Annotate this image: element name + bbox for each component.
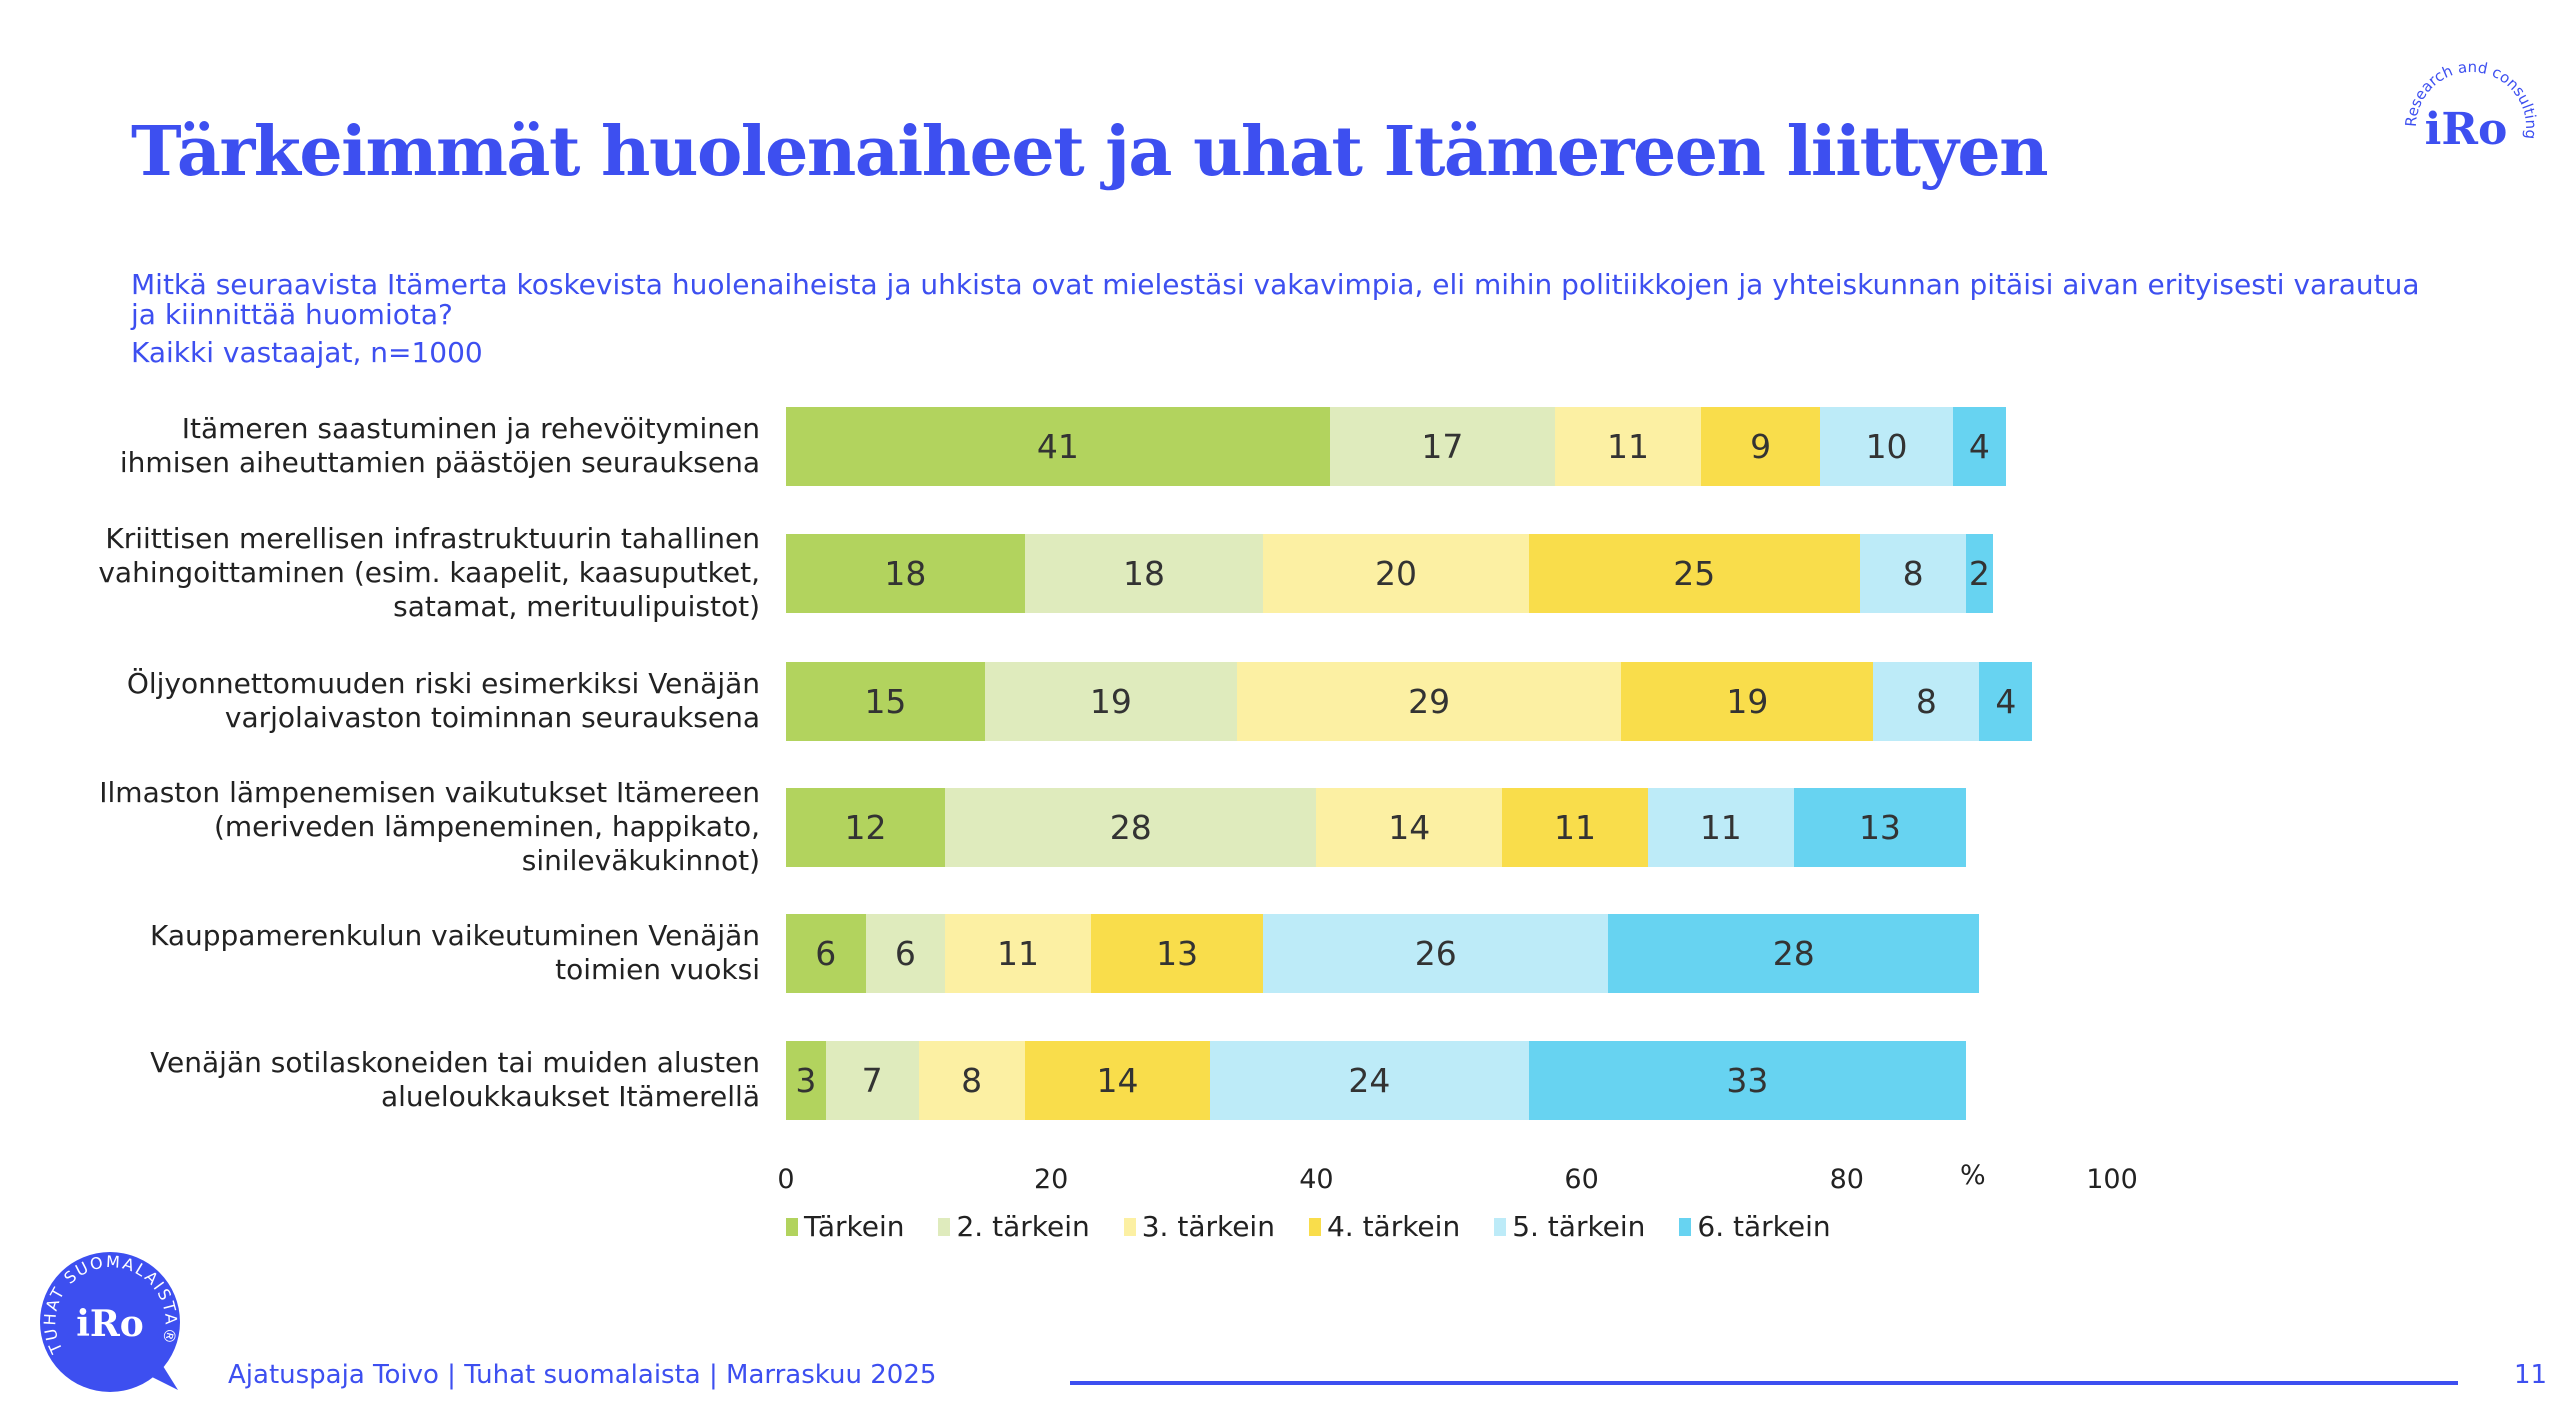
- category-label: Kriittisen merellisen infrastruktuurin t…: [98, 522, 760, 623]
- category-label: Ilmaston lämpenemisen vaikutukset Itämer…: [99, 776, 760, 877]
- bar-segment: 33: [1528, 1041, 1967, 1120]
- bar-segment: 12: [786, 788, 946, 867]
- x-tick-label: 20: [1034, 1164, 1069, 1195]
- legend-swatch: [786, 1217, 798, 1236]
- legend-swatch: [1308, 1217, 1321, 1236]
- x-unit-label: %: [1959, 1160, 1986, 1191]
- bar-segment: 28: [945, 788, 1317, 867]
- bar-segment: 18: [1024, 534, 1264, 613]
- bar-segment: 26: [1263, 914, 1609, 993]
- legend-swatch: [1123, 1217, 1136, 1236]
- iro-logo-icon: Research and consulting iRo: [2402, 58, 2540, 155]
- legend-swatch: [1494, 1217, 1507, 1236]
- bar-segment: 19: [984, 662, 1237, 741]
- legend-label: 3. tärkein: [1141, 1210, 1275, 1243]
- x-tick-label: 100: [2086, 1164, 2138, 1195]
- badge-brand: iRo: [76, 1303, 144, 1345]
- bar-segment: 29: [1236, 662, 1622, 741]
- bar-segment: 28: [1608, 914, 1980, 993]
- x-tick-label: 60: [1564, 1164, 1599, 1195]
- footer-source: Ajatuspaja Toivo | Tuhat suomalaista | M…: [228, 1360, 937, 1390]
- bar-segment: 15: [786, 662, 985, 741]
- bar-segment: 8: [1860, 534, 1967, 613]
- bar-segment: 2: [1966, 534, 1993, 613]
- category-label: Itämeren saastuminen ja rehevöityminen i…: [119, 412, 760, 479]
- respondent-base: Kaikki vastaajat, n=1000: [131, 336, 483, 369]
- x-tick-label: 80: [1829, 1164, 1864, 1195]
- bar-segment: 6: [786, 914, 866, 993]
- bar-segment: 3: [786, 1041, 826, 1120]
- bar-segment: 11: [1647, 788, 1794, 867]
- legend-item: Tärkein: [786, 1210, 904, 1243]
- chart-legend: Tärkein 2. tärkein 3. tärkein 4. tärkein 5. …: [786, 1210, 1831, 1243]
- legend-label: Tärkein: [804, 1210, 905, 1243]
- survey-question: Mitkä seuraavista Itämerta koskevista hu…: [131, 268, 2420, 331]
- bar-segment: 11: [1502, 788, 1648, 867]
- category-label: Venäjän sotilaskoneiden tai muiden alust…: [150, 1046, 760, 1113]
- legend-item: 5. tärkein: [1494, 1210, 1645, 1243]
- bar-segment: 4: [1979, 662, 2033, 741]
- legend-label: 2. tärkein: [956, 1210, 1090, 1243]
- legend-item: 3. tärkein: [1123, 1210, 1275, 1243]
- bar-segment: 20: [1263, 534, 1529, 613]
- bar-segment: 13: [1090, 914, 1264, 993]
- page-number: 11: [2514, 1360, 2548, 1390]
- bar-segment: 8: [918, 1041, 1025, 1120]
- category-label: Kauppamerenkulun vaikeutuminen Venäjän t…: [149, 919, 760, 986]
- x-tick-label: 40: [1299, 1164, 1334, 1195]
- category-label: Öljyonnettomuuden riski esimerkiksi Venä…: [126, 667, 760, 734]
- bar-segment: 19: [1621, 662, 1874, 741]
- legend-item: 2. tärkein: [938, 1210, 1090, 1243]
- legend-label: 6. tärkein: [1697, 1210, 1831, 1243]
- bar-segment: 6: [865, 914, 946, 993]
- legend-item: 6. tärkein: [1679, 1210, 1831, 1243]
- logo-brand: iRo: [2425, 104, 2508, 155]
- bar-segment: 13: [1793, 788, 1967, 867]
- bar-segment: 7: [825, 1041, 919, 1120]
- bar-segment: 24: [1210, 1041, 1529, 1120]
- legend-label: 5. tärkein: [1512, 1210, 1646, 1243]
- bar-segment: 17: [1329, 407, 1556, 486]
- page-title: Tärkeimmät huolenaiheet ja uhat Itämeree…: [131, 112, 2049, 192]
- legend-label: 4. tärkein: [1326, 1210, 1461, 1243]
- bar-segment: 11: [945, 914, 1091, 993]
- bar-segment: 41: [786, 407, 1330, 486]
- bar-segment: 14: [1316, 788, 1503, 867]
- bar-segment: 18: [786, 534, 1025, 613]
- bar-segment: 14: [1024, 1041, 1211, 1120]
- legend-item: 4. tärkein: [1308, 1210, 1461, 1243]
- legend-swatch: [1679, 1217, 1692, 1236]
- bar-segment: 10: [1820, 407, 1953, 486]
- bar-segment: 25: [1528, 534, 1861, 613]
- tuhat-suomalaista-badge-icon: TUHAT SUOMALAISTA® iRo: [40, 1252, 180, 1392]
- bar-segment: 8: [1873, 662, 1980, 741]
- bar-segment: 11: [1555, 407, 1701, 486]
- x-tick-label: 0: [777, 1164, 795, 1195]
- bar-segment: 9: [1700, 407, 1821, 486]
- bar-segment: 4: [1952, 407, 2006, 486]
- legend-swatch: [938, 1217, 951, 1236]
- footer-divider: [1070, 1381, 2458, 1385]
